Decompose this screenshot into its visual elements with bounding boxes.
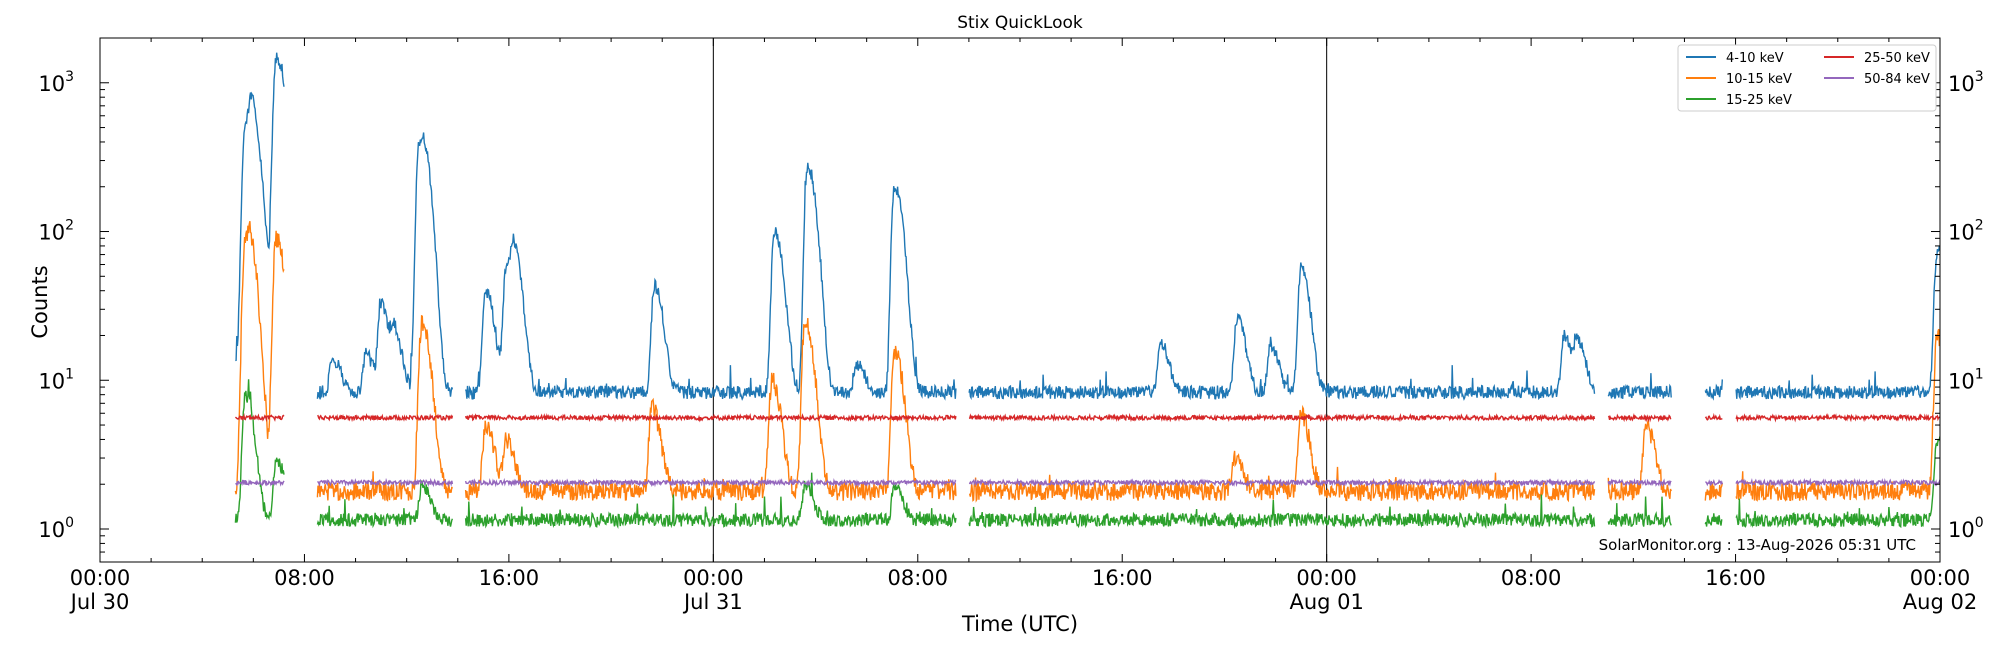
y-tick-label-right: 100 bbox=[1948, 515, 1984, 542]
y-tick-label-left: 101 bbox=[38, 366, 74, 393]
y-tick-label-left: 100 bbox=[38, 515, 74, 542]
y-tick-label-right: 102 bbox=[1948, 218, 1984, 245]
series-line-50-84-keV bbox=[235, 477, 1940, 488]
series-line-15-25-keV bbox=[234, 379, 1940, 530]
x-axis-label: Time (UTC) bbox=[961, 612, 1078, 636]
x-tick-label: 00:00 bbox=[70, 566, 131, 590]
legend-label: 25-50 keV bbox=[1864, 51, 1930, 66]
x-tick-label: 08:00 bbox=[888, 566, 949, 590]
y-tick-label-left: 103 bbox=[38, 69, 74, 96]
legend-label: 50-84 keV bbox=[1864, 72, 1930, 87]
series-line-25-50-keV bbox=[234, 412, 1940, 423]
solarmonitor-annotation: SolarMonitor.org : 13-Aug-2026 05:31 UTC bbox=[1599, 536, 1916, 554]
x-tick-date-label: Jul 31 bbox=[682, 590, 743, 614]
x-tick-label: 00:00 bbox=[1910, 566, 1971, 590]
chart-title: Stix QuickLook bbox=[957, 13, 1083, 33]
x-tick-label: 08:00 bbox=[274, 566, 335, 590]
legend-label: 10-15 keV bbox=[1726, 72, 1792, 87]
x-tick-label: 16:00 bbox=[479, 566, 540, 590]
series-group bbox=[234, 52, 1940, 530]
y-tick-label-left: 102 bbox=[38, 218, 74, 245]
x-tick-label: 16:00 bbox=[1705, 566, 1766, 590]
x-tick-date-label: Aug 01 bbox=[1289, 590, 1363, 614]
legend-label: 15-25 keV bbox=[1726, 93, 1792, 108]
series-line-10-15-keV bbox=[234, 221, 1940, 503]
y-axis-label: Counts bbox=[28, 265, 52, 338]
x-tick-date-label: Jul 30 bbox=[69, 590, 130, 614]
series-line-4-10-keV bbox=[235, 52, 1940, 401]
x-tick-label: 08:00 bbox=[1501, 566, 1562, 590]
x-tick-date-label: Aug 02 bbox=[1903, 590, 1977, 614]
x-tick-label: 00:00 bbox=[1296, 566, 1357, 590]
legend-label: 4-10 keV bbox=[1726, 51, 1784, 66]
x-tick-label: 16:00 bbox=[1092, 566, 1153, 590]
y-tick-label-right: 103 bbox=[1948, 69, 1984, 96]
y-tick-label-right: 101 bbox=[1948, 366, 1984, 393]
x-tick-label: 00:00 bbox=[683, 566, 744, 590]
legend-box bbox=[1677, 44, 1937, 112]
